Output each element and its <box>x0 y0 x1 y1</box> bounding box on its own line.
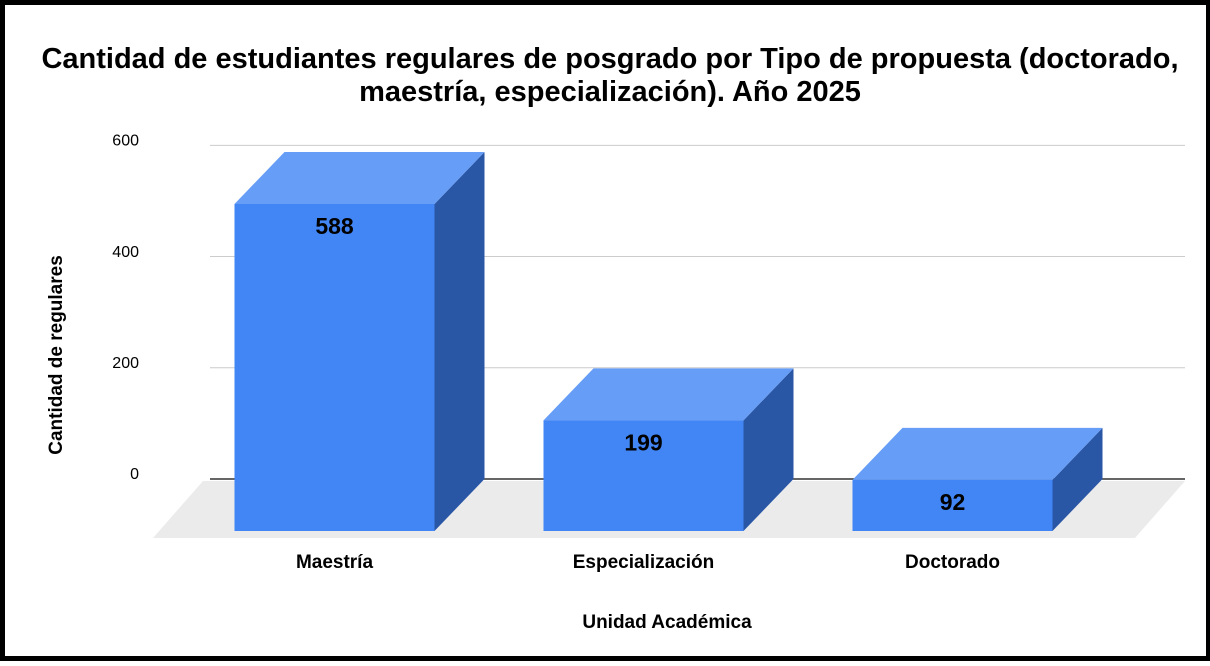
y-tick-label: 200 <box>112 355 139 372</box>
bar-side <box>434 152 485 531</box>
data-label: 92 <box>940 489 966 515</box>
y-tick-label: 600 <box>112 133 139 150</box>
chart-title: Cantidad de estudiantes regulares de pos… <box>41 43 1179 108</box>
x-tick-label: Doctorado <box>905 552 1000 573</box>
bar-top <box>234 152 485 204</box>
bar-side <box>743 368 794 531</box>
y-tick-label: 0 <box>130 466 139 483</box>
y-axis-title: Cantidad de regulares <box>46 255 67 455</box>
bar <box>543 420 744 531</box>
data-label: 199 <box>624 429 662 455</box>
bar <box>852 479 1053 531</box>
chart: Unidad Académica Cantidad de regulares 0… <box>46 133 1185 633</box>
x-tick-label: Especialización <box>573 552 715 573</box>
bar-top <box>852 427 1103 480</box>
x-axis-title: Unidad Académica <box>582 612 752 633</box>
bar-top <box>543 368 794 421</box>
y-tick-label: 400 <box>112 244 139 261</box>
x-tick-label: Maestría <box>296 552 374 573</box>
bar <box>234 204 435 531</box>
bar-side <box>1052 427 1103 531</box>
data-label: 588 <box>315 213 354 239</box>
